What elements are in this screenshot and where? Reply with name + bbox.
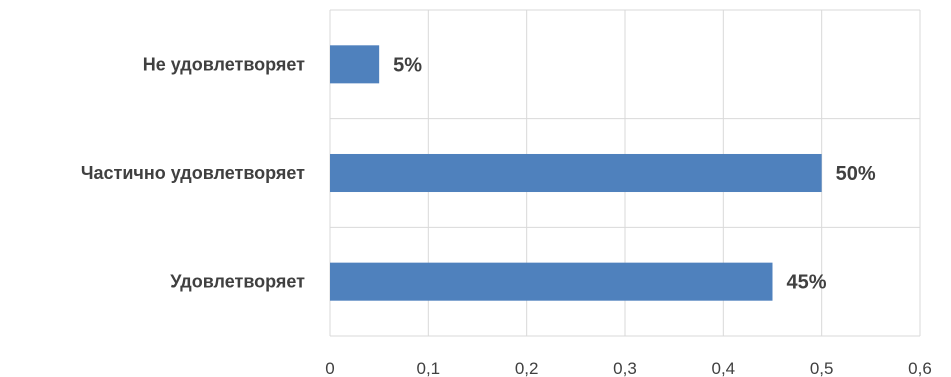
bars [330,45,822,301]
data-label: 45% [787,272,827,294]
bar [330,45,380,84]
bar [330,153,822,193]
category-label: Не удовлетворяет [143,54,305,74]
data-label: 50% [836,163,876,185]
category-label: Удовлетворяет [170,272,305,292]
bar [330,262,773,301]
category-labels: Не удовлетворяет Частично удовлетворяет Уд… [81,54,305,291]
data-labels: 5% 50% 45% [393,54,876,293]
x-tick-label: 0,4 [712,359,736,377]
data-label: 5% [393,54,422,76]
category-label: Частично удовлетворяет [81,163,305,183]
x-axis-tick-labels: 0 0,1 0,2 0,3 0,4 0,5 0,6 [325,359,932,377]
x-tick-label: 0 [325,359,334,377]
x-tick-label: 0,2 [515,359,539,377]
x-tick-label: 0,5 [810,359,834,377]
x-tick-label: 0,3 [613,359,637,377]
x-tick-label: 0,6 [908,359,932,377]
x-tick-label: 0,1 [417,359,441,377]
